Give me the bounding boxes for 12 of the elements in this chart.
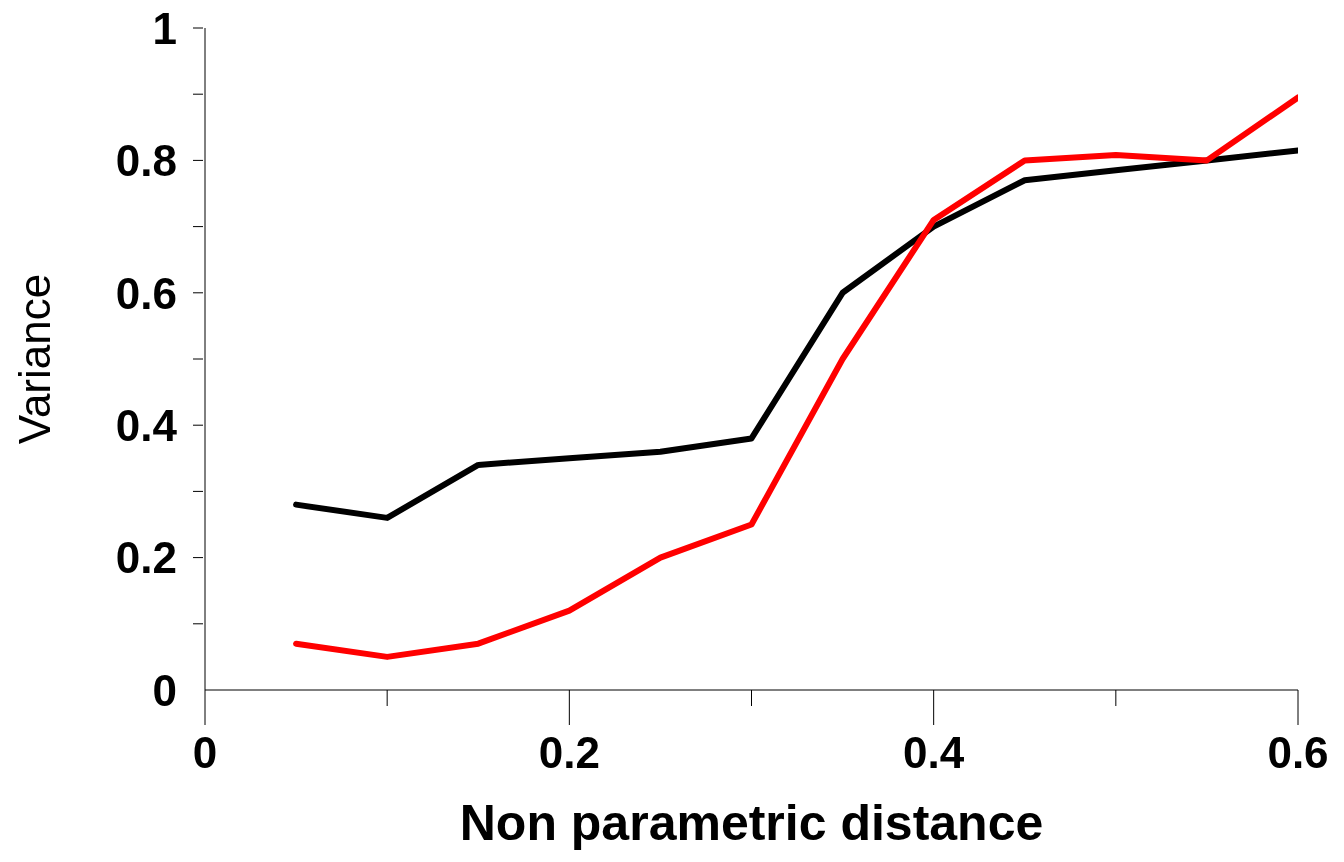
x-tick-label: 0.4 <box>903 728 965 777</box>
y-tick-label: 0 <box>152 665 177 715</box>
y-tick-label: 1 <box>152 3 177 53</box>
x-tick-label: 0.6 <box>1267 728 1329 777</box>
x-axis-title: Non parametric distance <box>459 795 1044 851</box>
y-axis-title: Variance <box>9 273 59 445</box>
y-tick-label: 0.2 <box>115 533 177 583</box>
y-tick-label: 0.8 <box>115 136 177 186</box>
y-tick-label: 0.4 <box>115 401 178 451</box>
x-tick-label: 0 <box>192 728 218 777</box>
y-tick-label: 0.6 <box>115 268 177 318</box>
x-tick-label: 0.2 <box>538 728 600 777</box>
